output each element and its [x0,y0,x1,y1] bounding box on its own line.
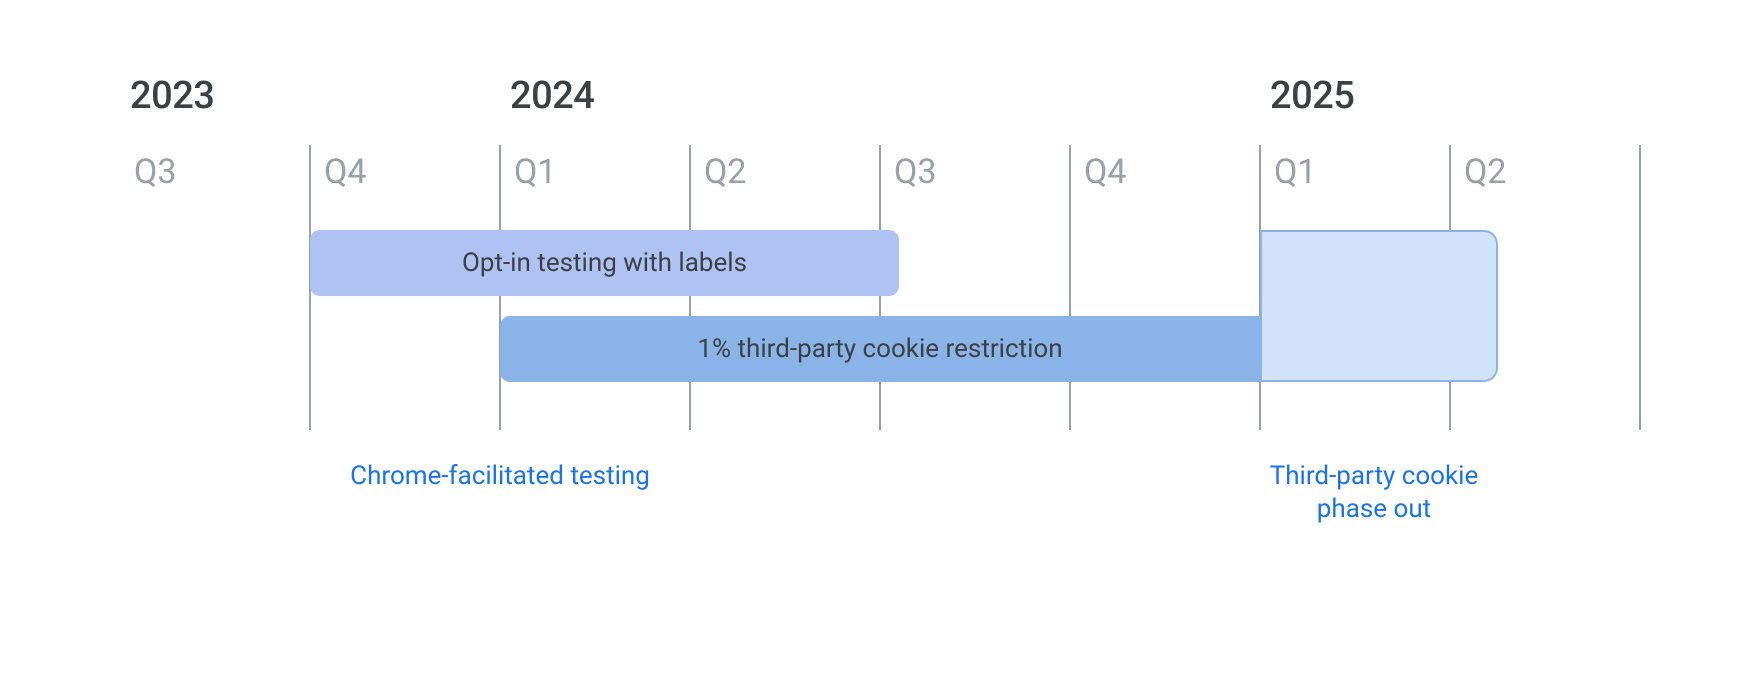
bar-label: 1% third-party cookie restriction [697,334,1062,364]
gridline [1069,145,1071,430]
quarter-label: Q4 [1084,152,1127,192]
timeline-diagram: 2023 2024 2025 Q3 Q4 Q1 Q2 Q3 Q4 Q1 Q2 Opt-in testi… [0,0,1764,684]
timeline-bar-opt-in-testing: Opt-in testing with labels [310,230,899,296]
quarter-label: Q2 [1464,152,1507,192]
timeline-bar-phase-out-block [1260,230,1498,382]
gridline [1639,145,1641,430]
quarter-label: Q1 [514,152,557,192]
quarter-label: Q4 [324,152,367,192]
quarter-label: Q2 [704,152,747,192]
year-label: 2025 [1270,74,1354,118]
caption-phase-out-caption: Third-party cookiephase out [1174,460,1574,525]
timeline-bar-one-percent-restriction: 1% third-party cookie restriction [500,316,1260,382]
year-label: 2024 [510,74,594,118]
quarter-label: Q1 [1274,152,1317,192]
quarter-label: Q3 [134,152,177,192]
year-label: 2023 [130,74,214,118]
bar-label: Opt-in testing with labels [462,248,747,278]
caption-chrome-facilitated-testing: Chrome-facilitated testing [300,460,700,493]
quarter-label: Q3 [894,152,937,192]
